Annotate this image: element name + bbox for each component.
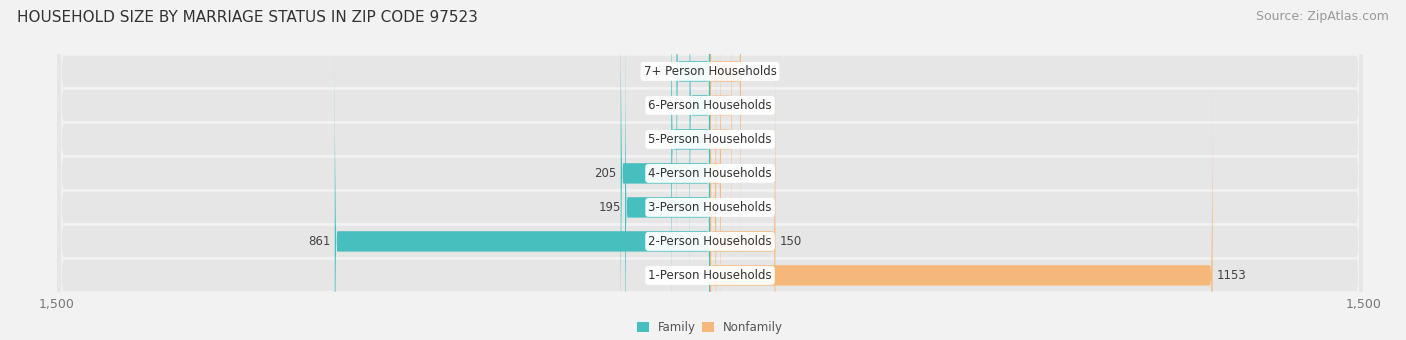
FancyBboxPatch shape xyxy=(710,0,731,231)
FancyBboxPatch shape xyxy=(58,0,1362,340)
FancyBboxPatch shape xyxy=(710,0,721,340)
Text: 71: 71 xyxy=(745,65,761,78)
Text: 6-Person Households: 6-Person Households xyxy=(648,99,772,112)
Text: 0: 0 xyxy=(737,99,744,112)
FancyBboxPatch shape xyxy=(689,0,710,299)
Text: 7+ Person Households: 7+ Person Households xyxy=(644,65,776,78)
FancyBboxPatch shape xyxy=(58,0,1362,340)
Text: 89: 89 xyxy=(652,133,666,146)
FancyBboxPatch shape xyxy=(58,0,1362,340)
Text: 861: 861 xyxy=(308,235,330,248)
FancyBboxPatch shape xyxy=(676,0,710,265)
FancyBboxPatch shape xyxy=(58,0,1362,340)
FancyBboxPatch shape xyxy=(710,14,731,265)
Legend: Family, Nonfamily: Family, Nonfamily xyxy=(633,317,787,339)
FancyBboxPatch shape xyxy=(710,48,776,340)
FancyBboxPatch shape xyxy=(710,82,1212,340)
FancyBboxPatch shape xyxy=(620,0,710,340)
Text: 2-Person Households: 2-Person Households xyxy=(648,235,772,248)
Text: 47: 47 xyxy=(671,99,685,112)
FancyBboxPatch shape xyxy=(671,0,710,333)
Text: 5-Person Households: 5-Person Households xyxy=(648,133,772,146)
FancyBboxPatch shape xyxy=(58,0,1362,340)
FancyBboxPatch shape xyxy=(710,14,716,340)
Text: 1153: 1153 xyxy=(1218,269,1247,282)
Text: 25: 25 xyxy=(725,167,740,180)
Text: 0: 0 xyxy=(737,133,744,146)
FancyBboxPatch shape xyxy=(335,48,710,340)
Text: HOUSEHOLD SIZE BY MARRIAGE STATUS IN ZIP CODE 97523: HOUSEHOLD SIZE BY MARRIAGE STATUS IN ZIP… xyxy=(17,10,478,25)
FancyBboxPatch shape xyxy=(626,14,710,340)
Text: Source: ZipAtlas.com: Source: ZipAtlas.com xyxy=(1256,10,1389,23)
FancyBboxPatch shape xyxy=(58,0,1362,340)
Text: 77: 77 xyxy=(657,65,672,78)
Text: 4-Person Households: 4-Person Households xyxy=(648,167,772,180)
Text: 195: 195 xyxy=(599,201,620,214)
Text: 3-Person Households: 3-Person Households xyxy=(648,201,772,214)
Text: 14: 14 xyxy=(720,201,735,214)
FancyBboxPatch shape xyxy=(710,0,741,265)
Text: 150: 150 xyxy=(780,235,801,248)
Text: 205: 205 xyxy=(595,167,616,180)
Text: 1-Person Households: 1-Person Households xyxy=(648,269,772,282)
FancyBboxPatch shape xyxy=(58,0,1362,340)
